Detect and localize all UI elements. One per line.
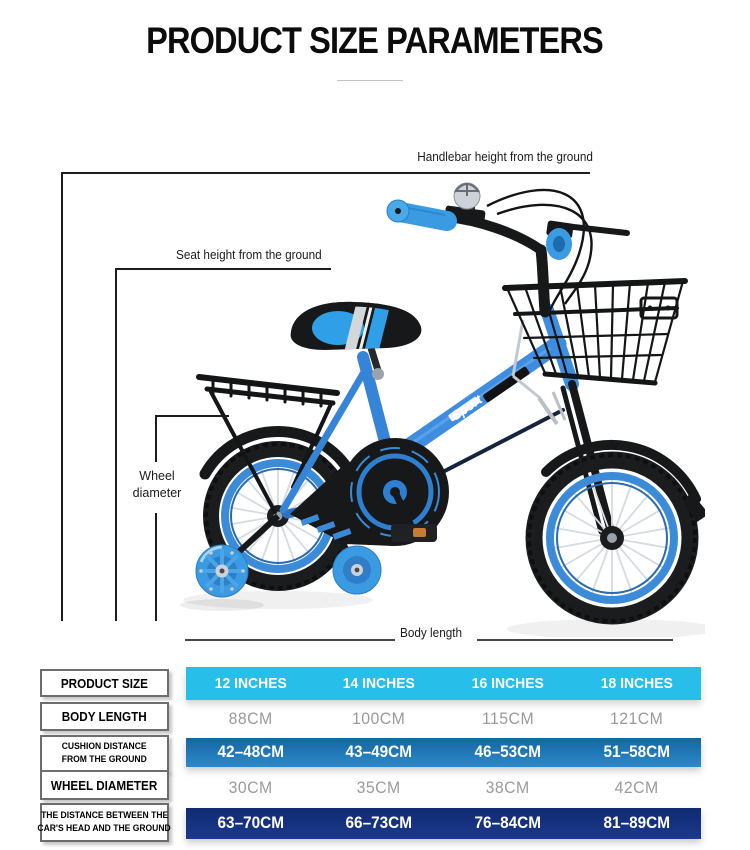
- product-size-value: 14 INCHES: [343, 675, 416, 692]
- wheel-diameter-value: 30CM: [228, 777, 273, 797]
- handlebar-height-hline: [61, 172, 590, 174]
- annotation-wheel-diameter: Wheel diameter: [132, 469, 182, 500]
- table-row-wheel-diameter-values: 30CM 35CM 38CM 42CM: [186, 767, 701, 808]
- handlebar-icon: [386, 182, 630, 318]
- front-wheel-icon: [525, 451, 699, 625]
- body-length-value: 88CM: [228, 709, 273, 728]
- annotation-seat-height: Seat height from the ground: [176, 248, 322, 262]
- row-label-wheel-diameter: WHEEL DIAMETER: [40, 770, 169, 800]
- training-wheel-left-icon: [195, 513, 281, 598]
- seat-icon: [290, 301, 422, 380]
- body-length-line-right: [477, 639, 673, 641]
- wheel-diameter-value: 38CM: [485, 777, 530, 797]
- table-row-head-distance-values: 63–70CM 66–73CM 76–84CM 81–89CM: [186, 808, 701, 839]
- head-distance-value: 76–84CM: [474, 814, 542, 832]
- rear-fender-icon: [199, 426, 357, 480]
- annotation-body-length: Body length: [400, 626, 463, 640]
- wheel-diameter-vline-top: [155, 415, 157, 462]
- row-label-body-length: BODY LENGTH: [40, 702, 169, 731]
- body-length-line-left: [185, 639, 395, 641]
- body-length-value: 100CM: [352, 709, 406, 728]
- row-label-product-size: PRODUCT SIZE: [40, 669, 169, 697]
- cushion-distance-value: 42–48CM: [217, 743, 284, 761]
- handlebar-height-vline: [61, 172, 63, 621]
- table-row-cushion-distance-values: 42–48CM 43–49CM 46–53CM 51–58CM: [186, 738, 701, 767]
- front-fender-icon: [541, 440, 705, 522]
- cushion-distance-value: 51–58CM: [603, 743, 670, 761]
- bell-icon: [453, 182, 481, 210]
- title-underline: [337, 80, 403, 81]
- chain-guard-icon: [290, 438, 449, 546]
- row-label-cushion-distance: CUSHION DISTANCE FROM THE GROUND: [40, 735, 169, 772]
- seat-height-hline: [115, 268, 331, 270]
- cushion-distance-value: 43–49CM: [345, 743, 413, 761]
- body-length-value: 121CM: [609, 709, 664, 728]
- table-row-body-length-values: 88CM 100CM 115CM 121CM: [186, 700, 701, 738]
- page-title: PRODUCT SIZE PARAMETERS: [146, 20, 605, 61]
- title-wrap: PRODUCT SIZE PARAMETERS: [0, 20, 750, 62]
- wheel-diameter-value: 35CM: [357, 777, 402, 797]
- annotation-handlebar-height: Handlebar height from the ground: [417, 150, 593, 164]
- body-length-value: 115CM: [481, 709, 534, 728]
- product-size-value: 18 INCHES: [600, 675, 673, 692]
- cushion-distance-value: 46–53CM: [474, 743, 542, 761]
- head-distance-value: 63–70CM: [217, 814, 284, 832]
- product-size-value: 12 INCHES: [214, 675, 287, 692]
- wheel-diameter-vline-bottom: [155, 513, 157, 621]
- product-size-value: 16 INCHES: [471, 675, 544, 692]
- row-label-head-distance: THE DISTANCE BETWEEN THE CAR'S HEAD AND …: [38, 803, 171, 842]
- head-distance-value: 81–89CM: [603, 814, 670, 832]
- bike-image: Sport: [180, 182, 705, 637]
- head-distance-value: 66–73CM: [345, 814, 413, 832]
- seat-height-vline: [115, 268, 117, 621]
- rear-rack-icon: [196, 374, 340, 514]
- wheel-diameter-hline: [155, 415, 229, 417]
- wheel-diameter-value: 42CM: [614, 777, 659, 797]
- table-row-product-size-values: 12 INCHES 14 INCHES 16 INCHES 18 INCHES: [186, 667, 701, 700]
